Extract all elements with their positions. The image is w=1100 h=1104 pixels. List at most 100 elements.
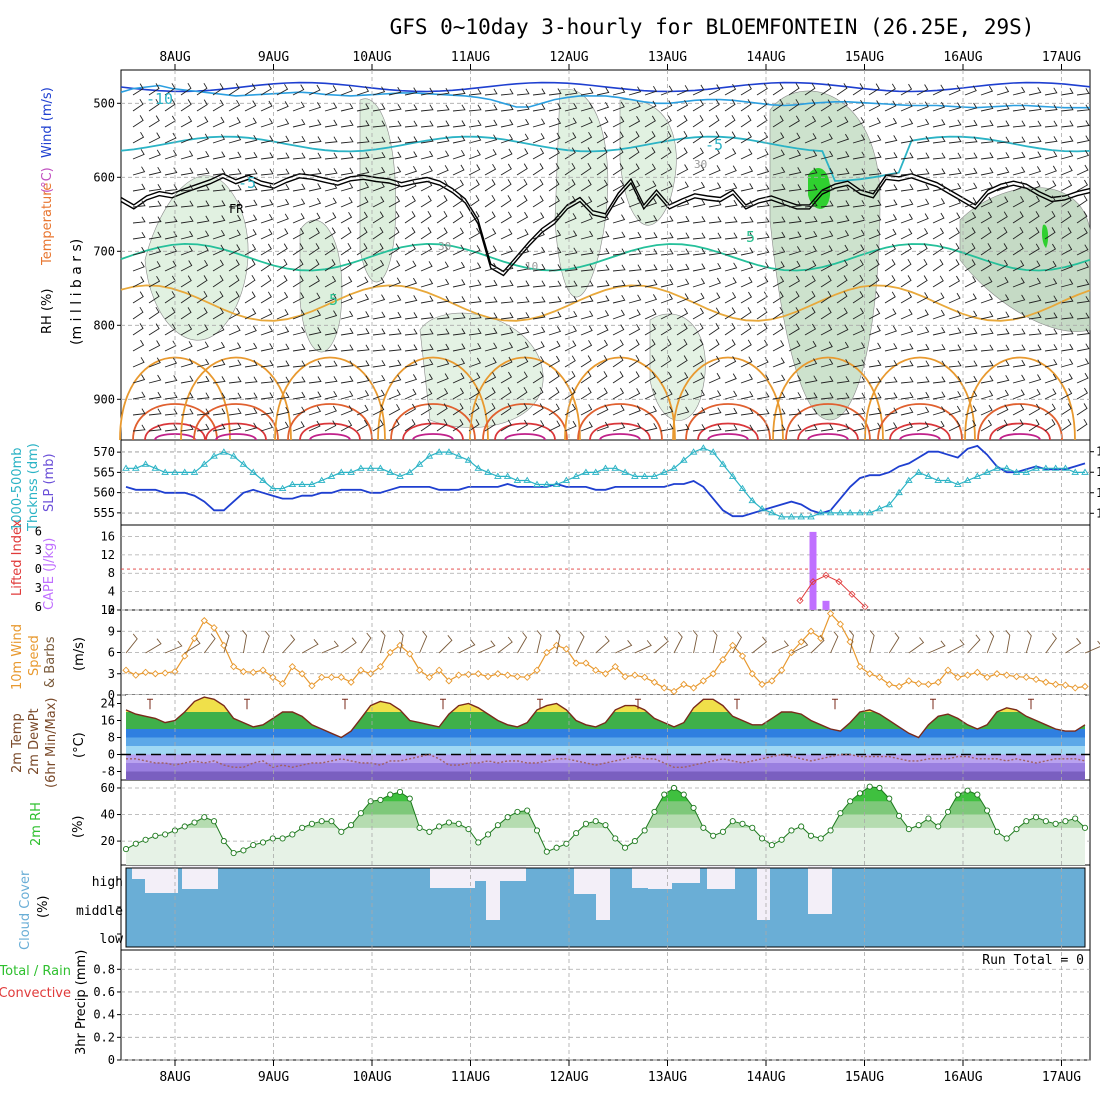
rh-marker (749, 824, 756, 831)
wind-barb (292, 118, 306, 128)
wind-barb (452, 88, 466, 96)
wind-barb (500, 163, 512, 176)
run-total: Run Total = 0 (982, 953, 1084, 968)
wind-barb (772, 357, 785, 368)
wind-barb (452, 195, 464, 208)
wind-speed-marker (866, 670, 874, 678)
wind10-barb (575, 631, 585, 654)
wind-barb (788, 115, 800, 128)
wind-barb (324, 197, 337, 208)
wind-barb (164, 307, 176, 320)
wind-barb (884, 83, 896, 96)
wind-barb (692, 355, 704, 368)
wind-barb (148, 83, 160, 96)
rh-marker (553, 844, 560, 851)
wind-barb (1044, 403, 1056, 416)
rh-marker (700, 824, 707, 831)
wind-barb (1076, 296, 1090, 304)
wind-barb (244, 134, 258, 144)
thickness-marker (268, 484, 277, 492)
wind-barb (1044, 136, 1058, 144)
rh-marker (543, 848, 550, 855)
wind-barb (388, 404, 401, 416)
wind-barb (804, 150, 818, 160)
wind-barb (756, 232, 770, 240)
wind-barb (260, 213, 274, 224)
wind-barb (324, 327, 338, 336)
date-label-bottom: 10AUG (352, 1070, 391, 1085)
wind-barb (804, 99, 816, 112)
wind-barb (308, 243, 320, 256)
thickness-marker (347, 468, 355, 475)
thickness-marker (953, 480, 962, 487)
wind-barb (132, 306, 144, 320)
wind-barb (1044, 278, 1058, 288)
wind-barb (180, 184, 194, 192)
wind-barb (196, 275, 208, 288)
li-marker (848, 590, 856, 598)
wind-barb (596, 264, 610, 272)
wind-barb (436, 261, 449, 272)
wind-barb (228, 274, 240, 288)
wind-barb (532, 195, 544, 208)
wind-barb (212, 359, 226, 368)
wind-barb (356, 152, 370, 160)
thickness-marker (405, 468, 414, 475)
wind-barb (660, 130, 672, 144)
wind-barb (1076, 279, 1090, 288)
thickness-marker (856, 508, 864, 516)
wind-barb (276, 83, 289, 96)
wind-barb (820, 245, 833, 256)
wind-barb (308, 183, 322, 192)
cloud-gap (757, 866, 770, 920)
wind-barb (276, 228, 289, 240)
wind-barb (836, 83, 848, 96)
thickness-marker (895, 488, 903, 496)
wind-barb (484, 357, 497, 368)
wind-barb (612, 116, 625, 128)
rh-marker (690, 804, 697, 811)
wind-barb (644, 180, 657, 192)
wind-barb (244, 407, 258, 416)
wind-barb (308, 391, 322, 400)
wind-speed-marker (200, 616, 208, 625)
thickness-marker (973, 472, 982, 479)
wind10-barb (654, 636, 669, 654)
rh-marker (563, 840, 570, 847)
wind-barb (692, 407, 706, 416)
thickness-marker (454, 452, 463, 459)
wind-barb (260, 360, 274, 368)
wind10-barb (223, 630, 230, 654)
wind-speed-marker (680, 680, 688, 689)
wind-barb (500, 104, 514, 112)
wind-barb (388, 374, 402, 384)
wind-barb (596, 179, 608, 192)
wind-barb (692, 263, 706, 272)
wind-barb (1060, 150, 1074, 160)
rh-marker (240, 847, 247, 854)
wind-barb (436, 312, 450, 320)
rh-marker (837, 810, 844, 817)
wind-barb (452, 211, 464, 224)
wind-barb (276, 392, 290, 400)
wind-barb (420, 358, 434, 368)
wind-barb (244, 100, 257, 112)
wind-barb (180, 408, 194, 416)
wind-barb (404, 136, 418, 144)
cloud-gap (155, 866, 178, 893)
wind-barb (356, 120, 370, 128)
rh-marker (279, 835, 286, 842)
rh-marker (856, 790, 863, 797)
wind-barb (196, 341, 209, 352)
wind-barb (980, 404, 993, 416)
wind-speed-marker (758, 680, 766, 689)
wind-barb (644, 308, 657, 320)
wind-barb (708, 165, 721, 176)
wind-barb (1060, 328, 1074, 336)
cape-bar (809, 531, 817, 610)
wind-barb (644, 163, 656, 176)
wind-barb (228, 151, 242, 160)
wind-barb (756, 98, 768, 112)
wind-barb (452, 296, 466, 304)
